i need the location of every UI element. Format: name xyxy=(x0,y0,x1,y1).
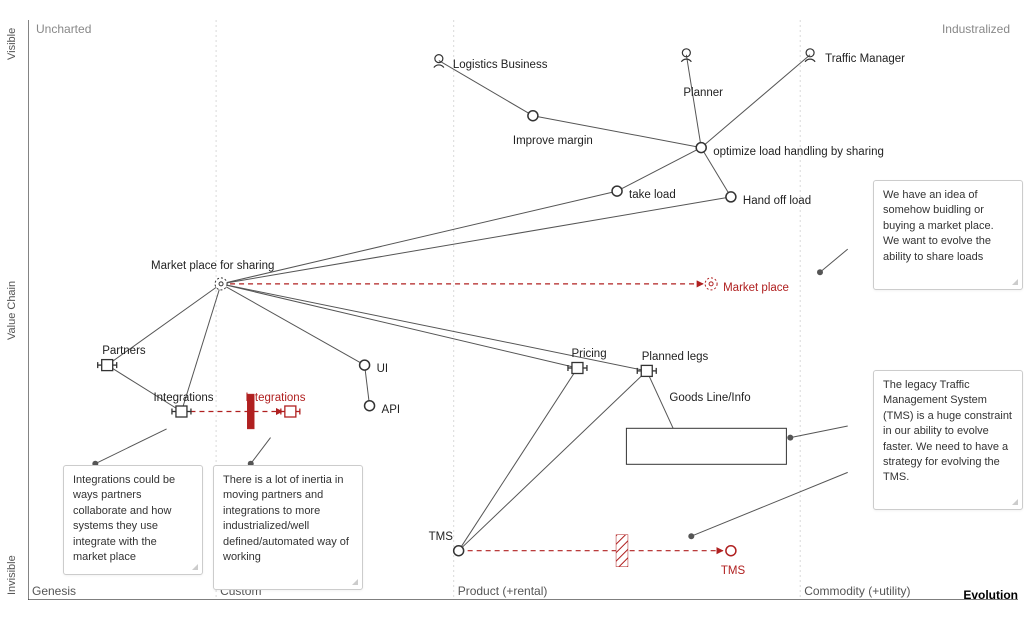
note-tms: The legacy Traffic Management System (TM… xyxy=(873,370,1023,510)
node-label-partners: Partners xyxy=(102,345,145,357)
node-label-tms: TMS xyxy=(429,531,453,543)
node-label-trafficmgr: Traffic Manager xyxy=(825,53,905,65)
x-title: Evolution xyxy=(963,588,1018,602)
node-label-pricing: Pricing xyxy=(571,348,606,360)
node-label-marketplace_ev: Market place xyxy=(723,282,789,294)
note-marketplace: We have an idea of somehow buidling or b… xyxy=(873,180,1023,290)
wardley-map: Visible Value Chain Invisible Uncharted xyxy=(0,0,1024,623)
top-left-label: Uncharted xyxy=(36,22,91,36)
plot-area: Uncharted Industralized Evolution Genesi… xyxy=(28,20,1018,600)
y-title: Value Chain xyxy=(6,281,18,340)
x-tick-label: Commodity (+utility) xyxy=(804,584,910,598)
node-label-takeload: take load xyxy=(629,189,676,201)
node-label-api: API xyxy=(382,404,401,416)
node-label-optimize: optimize load handling by sharing xyxy=(713,146,884,158)
node-label-plannedlegs: Planned legs xyxy=(642,351,709,363)
node-label-goodsline: Goods Line/Info xyxy=(669,392,750,404)
note-inertia: There is a lot of inertia in moving part… xyxy=(213,465,363,590)
node-label-marketplace: Market place for sharing xyxy=(151,260,274,272)
node-label-integrations: Integrations xyxy=(153,392,213,404)
node-label-integrations_ev: Integrations xyxy=(245,392,305,404)
x-tick-label: Product (+rental) xyxy=(458,584,548,598)
note-integrations: Integrations could be ways partners coll… xyxy=(63,465,203,575)
node-label-logistics: Logistics Business xyxy=(453,59,548,71)
x-tick-label: Genesis xyxy=(32,584,76,598)
node-label-planner: Planner xyxy=(683,87,723,99)
y-invisible-label: Invisible xyxy=(6,555,18,595)
node-label-handoff: Hand off load xyxy=(743,195,811,207)
node-label-improve: Improve margin xyxy=(513,135,593,147)
node-label-ui: UI xyxy=(377,363,389,375)
node-label-tms_ev: TMS xyxy=(721,565,745,577)
y-visible-label: Visible xyxy=(6,28,18,60)
top-right-label: Industralized xyxy=(942,22,1010,36)
